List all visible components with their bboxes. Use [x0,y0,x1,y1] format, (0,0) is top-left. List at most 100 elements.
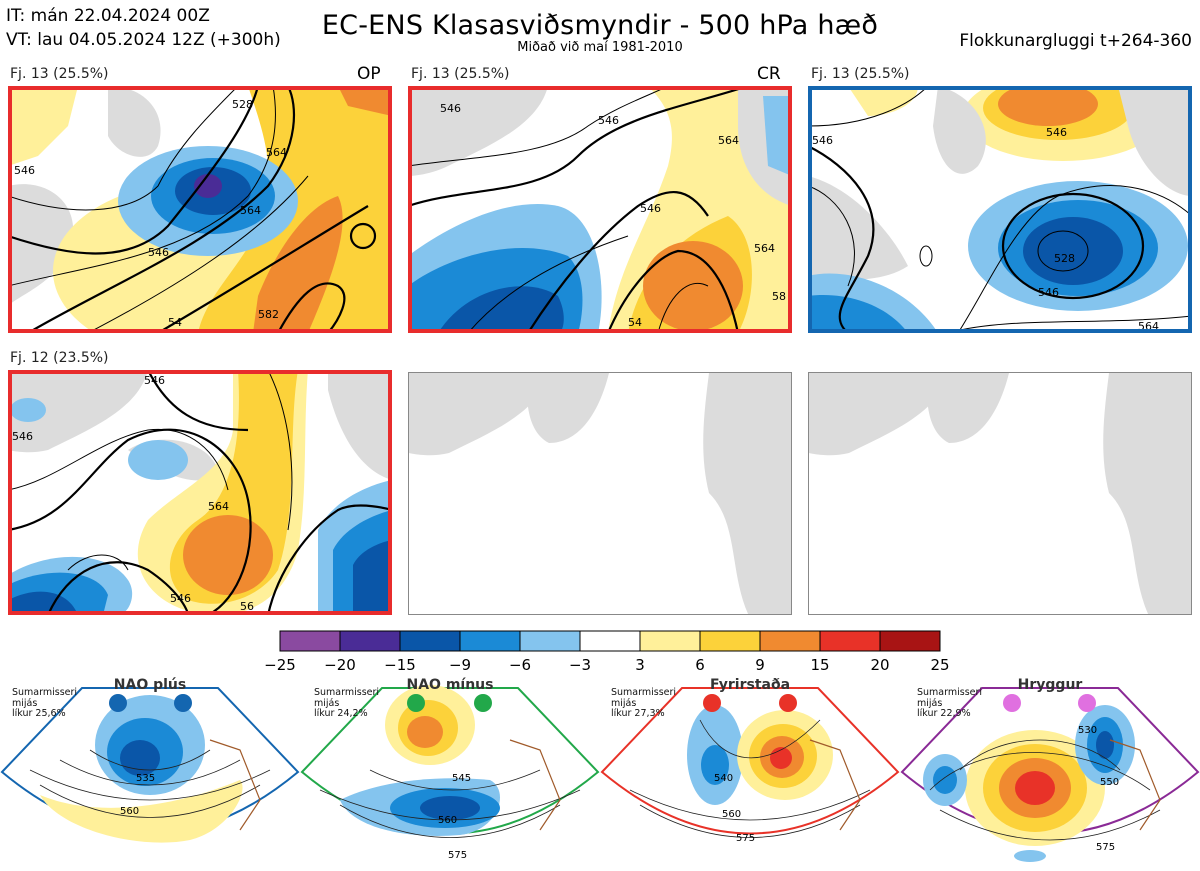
colorbar-tick-label: −6 [508,656,532,674]
height-contour [8,86,276,287]
colorbar-bin [279,630,341,652]
contour-label: 54 [628,316,642,329]
regime-note: mijás [314,697,340,709]
contour-label: 56 [240,600,254,613]
anomaly-area [643,241,743,331]
contour-label: 58 [772,290,786,303]
cluster-map-5-svg [409,373,791,614]
regime-note-hryggur: Sumarmisseri mijás líkur 22,9% [917,687,982,720]
regime-nao-plus: 535 560 [0,687,300,843]
anomaly-area [438,286,564,333]
height-contour [527,191,709,333]
colorbar-tick-label: 15 [810,656,830,674]
height-contour [947,315,1192,333]
height-contour [1001,192,1145,300]
cluster-map-6-svg [809,373,1191,614]
height-contour [39,784,261,818]
panel-2-tag: CR [757,64,781,84]
anomaly-area [407,716,443,748]
height-contour [8,428,252,615]
colorbar-tick-label: −9 [448,656,472,674]
colorbar-tick-label: 3 [635,656,645,674]
colorbar-tick-label: −20 [324,656,356,674]
contour-label: 575 [448,850,467,861]
contour-label: 560 [438,815,457,826]
anomaly-area [420,796,480,820]
regime-hryggur: 530 550 575 [900,687,1200,862]
page-subtitle: Miðað við maí 1981-2010 [517,40,683,55]
height-contour [339,804,561,838]
colorbar-tick-label: 6 [695,656,705,674]
cluster-map-1-svg: 528 546 564 564 546 582 54 [8,86,392,333]
height-contour [157,205,369,333]
contour-label: 564 [1138,320,1159,333]
page-title: EC-ENS Klasasviðsmyndir - 500 hPa hæð [321,10,879,41]
regime-title-fyrirstada: Fyrirstaða [709,677,791,693]
contour-label: 54 [168,316,182,329]
colorbar-bin [819,630,881,652]
colorbar-bin [459,630,521,652]
panel-1-tag: OP [357,64,381,84]
regime-note-nao-plus: Sumarmisseri mijás líkur 25,6% [12,687,77,720]
cluster-map-1: 528 546 564 564 546 582 54 [8,86,392,333]
land-area [809,373,949,456]
anomaly-area [848,86,918,116]
land-area [8,370,148,453]
contour-label: 546 [1038,286,1059,299]
panel-3-label: Fj. 13 (25.5%) [811,66,910,82]
colorbar-tick-label: 9 [755,656,765,674]
land-area [927,373,1009,443]
height-contour [408,86,669,167]
height-contour [67,554,129,571]
regime-dot [703,694,721,712]
height-contour [147,370,249,432]
contour-label: 535 [136,773,155,784]
contour-label: 560 [722,809,741,820]
colorbar-bin [639,630,701,652]
colorbar-bin [519,630,581,652]
coastline [809,739,861,831]
contour-label: 530 [1078,725,1097,736]
regime-dot [474,694,492,712]
colorbar-tick-label: −3 [568,656,592,674]
anomaly-area [8,591,78,615]
height-contour [606,249,740,333]
cluster-map-2-svg: 546 546 546 564 564 54 58 [408,86,792,333]
anomaly-area [353,540,392,615]
contour-label: 546 [812,134,833,147]
anomaly-area [808,295,908,333]
height-contour [957,185,1192,333]
land-area [527,373,609,443]
cluster-map-2: 546 546 546 564 564 54 58 [408,86,792,333]
height-contour [929,752,1151,791]
land-area [703,373,791,614]
regime-likelihood: líkur 22,9% [917,708,971,719]
anomaly-area [998,86,1098,126]
cluster-map-4: 546 546 564 546 56 [8,370,392,615]
colorbar-bin [399,630,461,652]
anomaly-area [1015,771,1055,805]
colorbar-tick-label: −15 [384,656,416,674]
contour-label: 564 [208,500,229,513]
panel-1-label: Fj. 13 (25.5%) [10,66,109,82]
regime-dot [109,694,127,712]
contour-label: 546 [640,202,661,215]
anomaly-area [183,515,273,595]
height-contour [8,86,239,211]
anomaly-area [194,174,222,198]
colorbar-tick-label: 25 [930,656,950,674]
colorbar-bin [759,630,821,652]
contour-label: 564 [754,242,775,255]
regime-season: Sumarmisseri [314,687,380,698]
land-area [409,373,549,456]
land-area [328,370,392,480]
height-contour [319,789,581,821]
regime-dot [174,694,192,712]
regime-nao-minus: 545 560 575 [300,685,600,861]
panel-4-label: Fj. 12 (23.5%) [10,350,109,366]
contour-label: 546 [598,114,619,127]
regime-dot [779,694,797,712]
contour-label: 564 [266,146,287,159]
anomaly-area [933,766,957,794]
height-contour [46,561,190,615]
